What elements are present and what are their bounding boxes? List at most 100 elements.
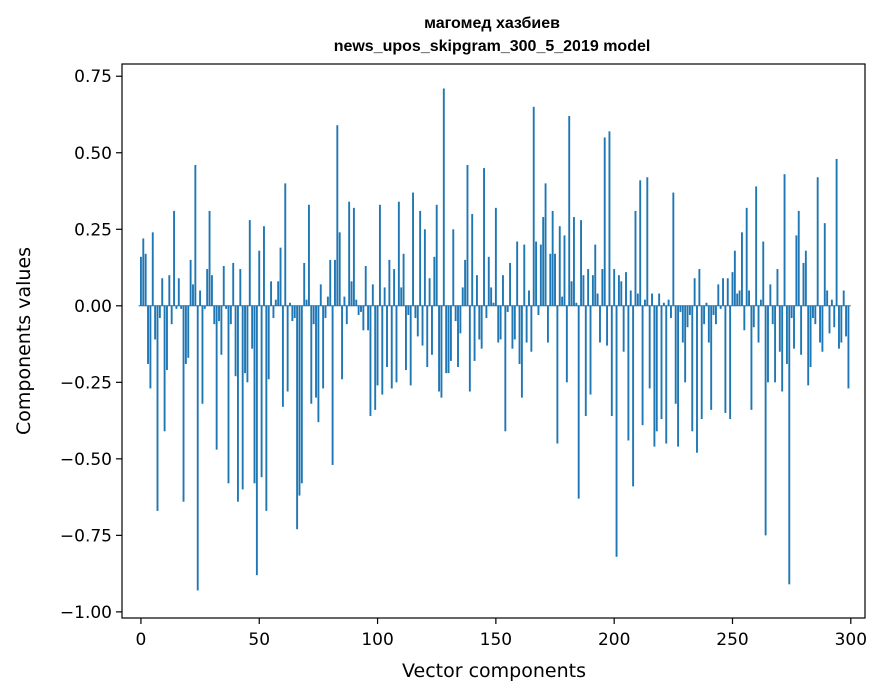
bar [194,165,197,306]
y-tick-label: −0.75 [60,526,112,546]
bar [331,305,334,465]
bar [265,305,268,511]
bar [622,305,625,352]
bar [584,305,587,416]
bar [762,241,765,306]
bar [182,305,185,502]
x-axis-label: Vector components [402,660,586,682]
bar [298,305,301,496]
bar [733,250,736,306]
bar [234,305,237,377]
bar [790,305,793,319]
bar [826,290,829,306]
bar [757,305,760,343]
bar [454,305,457,322]
bar [591,275,594,306]
bar [388,259,391,306]
bar [511,305,514,349]
bar [173,210,176,306]
bar [374,305,377,410]
bar [416,305,419,337]
bar [634,210,637,306]
bar [842,290,845,306]
bar [151,232,154,306]
bar [783,174,786,306]
bar [603,137,606,306]
bar [175,305,178,309]
bar [490,287,493,306]
bar [504,305,507,432]
bar [139,256,142,306]
x-tick-label: 300 [835,630,867,650]
bar [620,281,623,306]
bar [284,183,287,306]
bar [684,305,687,383]
y-tick-label: 0.25 [74,220,112,240]
bar [166,305,168,371]
y-tick-label: 0.50 [74,144,112,164]
bar [213,305,216,325]
bar [785,305,788,364]
bar [281,305,284,407]
bar [475,275,478,306]
bar [168,275,171,306]
bar [714,305,717,325]
bar [362,305,365,331]
bar [617,275,620,306]
bar [544,183,547,306]
bar [397,201,400,306]
bar [551,210,554,306]
bar [608,131,611,306]
bar [364,266,367,306]
bar [804,250,807,306]
y-tick-label: 0.00 [74,297,112,317]
bar [539,244,542,306]
bar [352,207,355,306]
bar [393,269,396,306]
bar [696,305,698,453]
bar [535,241,538,306]
bar [693,278,696,306]
bar [717,284,720,306]
bar [341,305,344,380]
bar [158,305,161,319]
bar [778,305,781,352]
bar [520,305,523,398]
bar [369,305,372,416]
bar [440,305,443,398]
bar [651,293,653,306]
bar [755,186,758,306]
bar [208,210,211,306]
bar [816,177,819,306]
bar [187,305,190,358]
bar [329,259,332,306]
bar [258,250,261,306]
bar [549,253,552,306]
bar [646,177,649,306]
bar [575,302,578,306]
bar [201,305,204,404]
bar [300,305,303,484]
bar [492,302,495,306]
bar [795,235,798,306]
bar [615,305,618,557]
bar [745,207,748,306]
bar [672,192,675,306]
bar [305,299,308,306]
bar [215,305,218,450]
chart-subtitle: news_upos_skipgram_300_5_2019 model [334,38,651,55]
x-tick-label: 200 [598,630,630,650]
bar [700,305,703,420]
bar [336,125,339,306]
bar [665,305,668,444]
bar [184,305,187,364]
bar [192,284,194,306]
bar [255,305,258,576]
bar [528,290,530,306]
bar [546,305,549,343]
bar [662,302,665,306]
bar [246,305,249,383]
bar [253,305,256,484]
y-tick-label: −1.00 [60,603,112,623]
bar [759,299,762,306]
